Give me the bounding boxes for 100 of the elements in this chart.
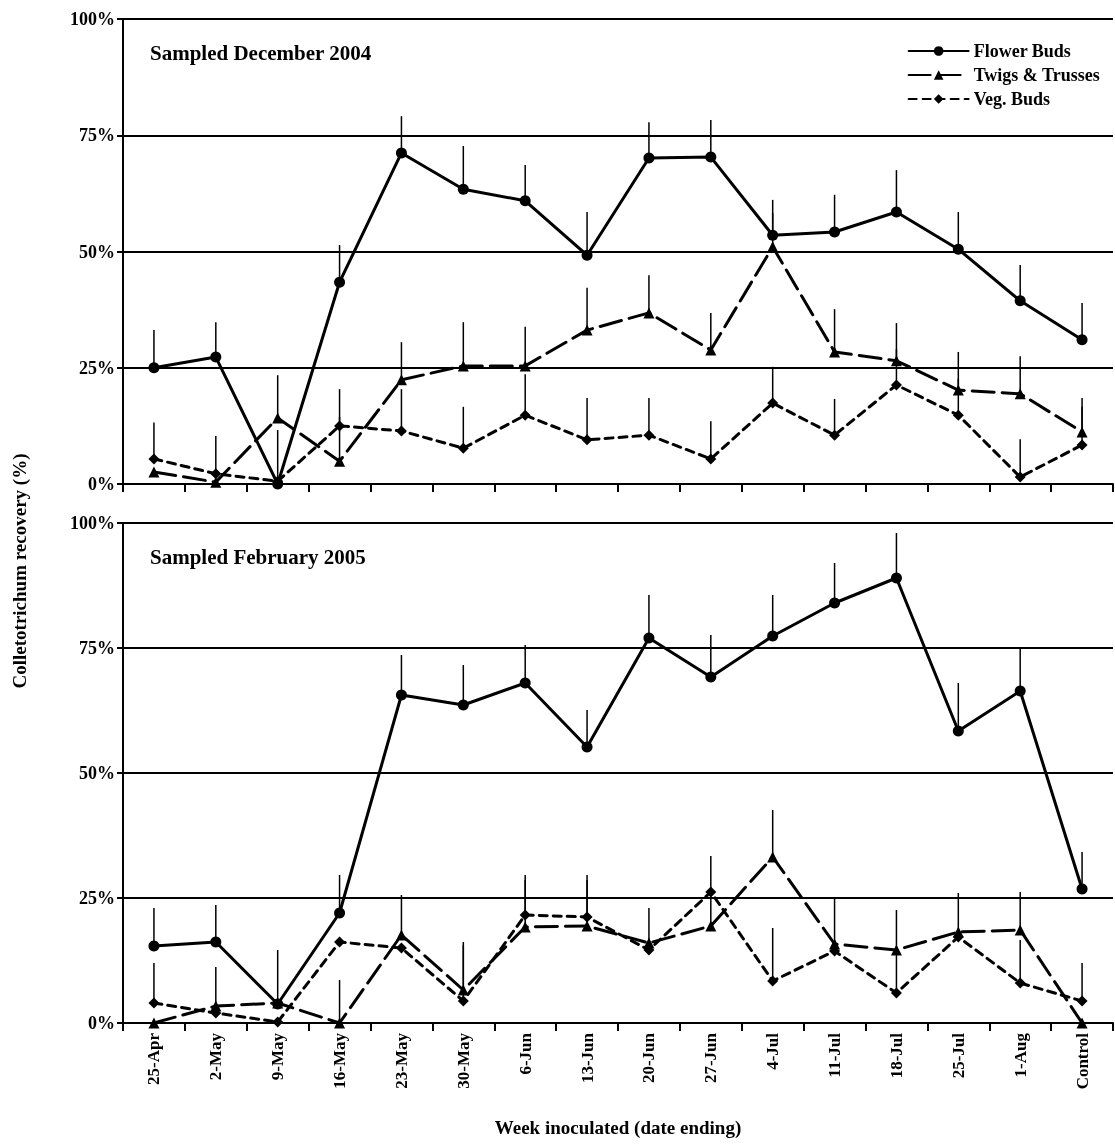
point — [457, 699, 469, 711]
point — [1014, 977, 1026, 989]
point — [643, 307, 655, 319]
point — [581, 911, 593, 923]
y-tick-label: 0% — [88, 474, 115, 494]
point — [643, 632, 655, 644]
point — [148, 997, 160, 1009]
point — [890, 379, 902, 391]
point — [519, 409, 531, 421]
y-tick-label: 25% — [79, 357, 115, 378]
x-tick-label: 30-May — [453, 1032, 473, 1089]
y-tick-label: 50% — [79, 763, 115, 783]
point — [952, 384, 964, 396]
x-tick-label: 16-May — [330, 1032, 350, 1089]
point — [1076, 426, 1088, 438]
x-tick-label: 6-Jun — [515, 1032, 535, 1075]
point — [395, 929, 407, 941]
x-tick-label: 13-Jun — [577, 1032, 597, 1084]
point — [890, 355, 902, 367]
point — [519, 909, 531, 921]
x-tick-label: 11-Jul — [825, 1032, 845, 1078]
point — [767, 630, 779, 642]
point — [705, 344, 717, 356]
point — [1076, 334, 1088, 346]
point — [148, 466, 160, 478]
point — [1014, 685, 1026, 697]
point — [148, 362, 160, 374]
y-tick-label: 75% — [79, 638, 115, 658]
text: Sampled February 2005 — [150, 544, 366, 569]
point — [581, 434, 593, 446]
point — [334, 1017, 346, 1029]
point — [952, 725, 964, 737]
point — [643, 152, 655, 164]
y-tick-label: 100% — [70, 9, 115, 29]
point — [148, 453, 160, 465]
point — [890, 944, 902, 956]
point — [705, 671, 717, 683]
point — [1014, 295, 1026, 307]
y-tick-label: 100% — [70, 513, 115, 533]
y-tick-label: 0% — [88, 1013, 115, 1033]
y-tick-label: 50% — [79, 241, 115, 262]
point — [767, 975, 779, 987]
point — [457, 183, 469, 195]
x-tick-label: 1-Aug — [1010, 1032, 1030, 1078]
point — [581, 741, 593, 753]
point — [519, 195, 531, 207]
point — [272, 1016, 284, 1028]
legend-label: Twigs & Trusses — [973, 65, 1100, 85]
point — [829, 226, 841, 238]
y-tick-label: 25% — [79, 888, 115, 908]
point — [1014, 388, 1026, 400]
x-tick-label: 20-Jun — [639, 1032, 659, 1084]
point — [1014, 924, 1026, 936]
point — [705, 886, 717, 898]
point — [890, 572, 902, 584]
point — [334, 276, 346, 288]
point — [334, 455, 346, 467]
point — [210, 351, 222, 363]
point — [395, 374, 407, 386]
point — [210, 468, 222, 480]
legend-label: Flower Buds — [973, 41, 1071, 61]
point — [519, 677, 531, 689]
point — [457, 360, 469, 372]
point — [210, 936, 222, 948]
point — [1014, 471, 1026, 483]
point — [148, 940, 160, 952]
point — [829, 597, 841, 609]
point — [767, 397, 779, 409]
point — [643, 429, 655, 441]
point — [581, 324, 593, 336]
x-axis-title: Week inoculated (date ending) — [494, 1117, 742, 1139]
x-tick-label: 4-Jul — [763, 1032, 783, 1070]
point — [952, 243, 964, 255]
point — [395, 689, 407, 701]
x-tick-label: 23-May — [391, 1032, 411, 1089]
point — [890, 206, 902, 218]
x-tick-label: 25-Apr — [144, 1032, 164, 1085]
point — [334, 907, 346, 919]
point — [705, 151, 717, 163]
x-tick-label: 18-Jul — [886, 1032, 906, 1079]
point — [1076, 883, 1088, 895]
point — [890, 987, 902, 999]
point — [148, 1017, 160, 1029]
y-axis-title: Colletotrichum recovery (%) — [9, 452, 31, 691]
point — [767, 229, 779, 241]
point — [767, 851, 779, 863]
point — [1076, 1017, 1088, 1029]
point — [395, 147, 407, 159]
x-tick-label: 25-Jul — [948, 1032, 968, 1079]
point — [272, 412, 284, 424]
x-tick-label: Control — [1072, 1032, 1092, 1090]
point — [581, 249, 593, 261]
x-tick-label: 9-May — [268, 1032, 288, 1081]
legend-label: Veg. Buds — [973, 89, 1051, 109]
point — [457, 995, 469, 1007]
x-tick-label: 2-May — [206, 1032, 226, 1081]
point — [457, 984, 469, 996]
text: Sampled December 2004 — [150, 40, 372, 65]
point — [519, 360, 531, 372]
point — [705, 920, 717, 932]
